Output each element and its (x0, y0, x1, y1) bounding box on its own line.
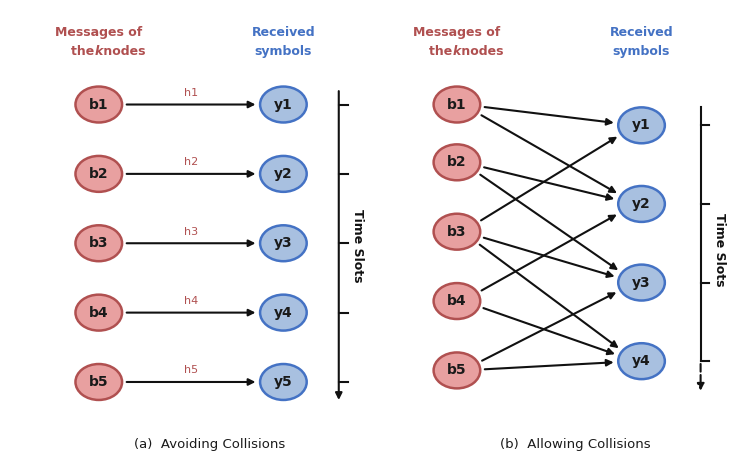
Ellipse shape (618, 264, 665, 300)
Text: h5: h5 (184, 366, 198, 375)
Text: b5: b5 (89, 375, 109, 389)
Ellipse shape (75, 87, 122, 123)
Ellipse shape (618, 107, 665, 143)
Text: b5: b5 (447, 364, 466, 377)
Ellipse shape (260, 225, 307, 261)
Text: symbols: symbols (613, 45, 670, 58)
Text: Received: Received (610, 26, 673, 39)
Text: b1: b1 (447, 97, 466, 111)
Ellipse shape (434, 144, 480, 180)
Text: b1: b1 (89, 97, 109, 111)
Text: nodes: nodes (99, 45, 145, 58)
Text: b4: b4 (447, 294, 466, 308)
Text: b2: b2 (447, 155, 466, 169)
Ellipse shape (260, 156, 307, 192)
Ellipse shape (75, 156, 122, 192)
Text: h4: h4 (184, 296, 198, 306)
Text: y1: y1 (274, 97, 292, 111)
Ellipse shape (434, 283, 480, 319)
Text: y3: y3 (632, 276, 651, 290)
Text: y1: y1 (632, 118, 651, 132)
Text: h3: h3 (184, 227, 198, 237)
Text: Time Slots: Time Slots (713, 213, 725, 287)
Text: h1: h1 (184, 88, 198, 98)
Text: y2: y2 (274, 167, 292, 181)
Text: the: the (429, 45, 457, 58)
Text: k: k (94, 45, 103, 58)
Ellipse shape (434, 352, 480, 388)
Text: y2: y2 (632, 197, 651, 211)
Text: b3: b3 (89, 236, 109, 250)
Ellipse shape (75, 364, 122, 400)
Text: Messages of: Messages of (55, 26, 142, 39)
Ellipse shape (75, 225, 122, 261)
Text: k: k (453, 45, 461, 58)
Ellipse shape (434, 214, 480, 249)
Text: y3: y3 (274, 236, 292, 250)
Text: symbols: symbols (254, 45, 312, 58)
Ellipse shape (260, 364, 307, 400)
Ellipse shape (618, 343, 665, 379)
Text: Messages of: Messages of (414, 26, 501, 39)
Ellipse shape (75, 295, 122, 330)
Text: y5: y5 (274, 375, 292, 389)
Text: b3: b3 (447, 225, 466, 239)
Ellipse shape (434, 87, 480, 123)
Ellipse shape (618, 186, 665, 222)
Text: (a)  Avoiding Collisions: (a) Avoiding Collisions (134, 439, 285, 451)
Text: (b)  Allowing Collisions: (b) Allowing Collisions (500, 439, 650, 451)
Text: Time Slots: Time Slots (350, 209, 364, 282)
Ellipse shape (260, 87, 307, 123)
Text: y4: y4 (632, 354, 651, 368)
Text: b4: b4 (89, 306, 109, 320)
Text: Received: Received (251, 26, 315, 39)
Text: y4: y4 (274, 306, 292, 320)
Text: nodes: nodes (457, 45, 504, 58)
Text: the: the (71, 45, 99, 58)
Text: h2: h2 (184, 157, 198, 168)
Ellipse shape (260, 295, 307, 330)
Text: b2: b2 (89, 167, 109, 181)
